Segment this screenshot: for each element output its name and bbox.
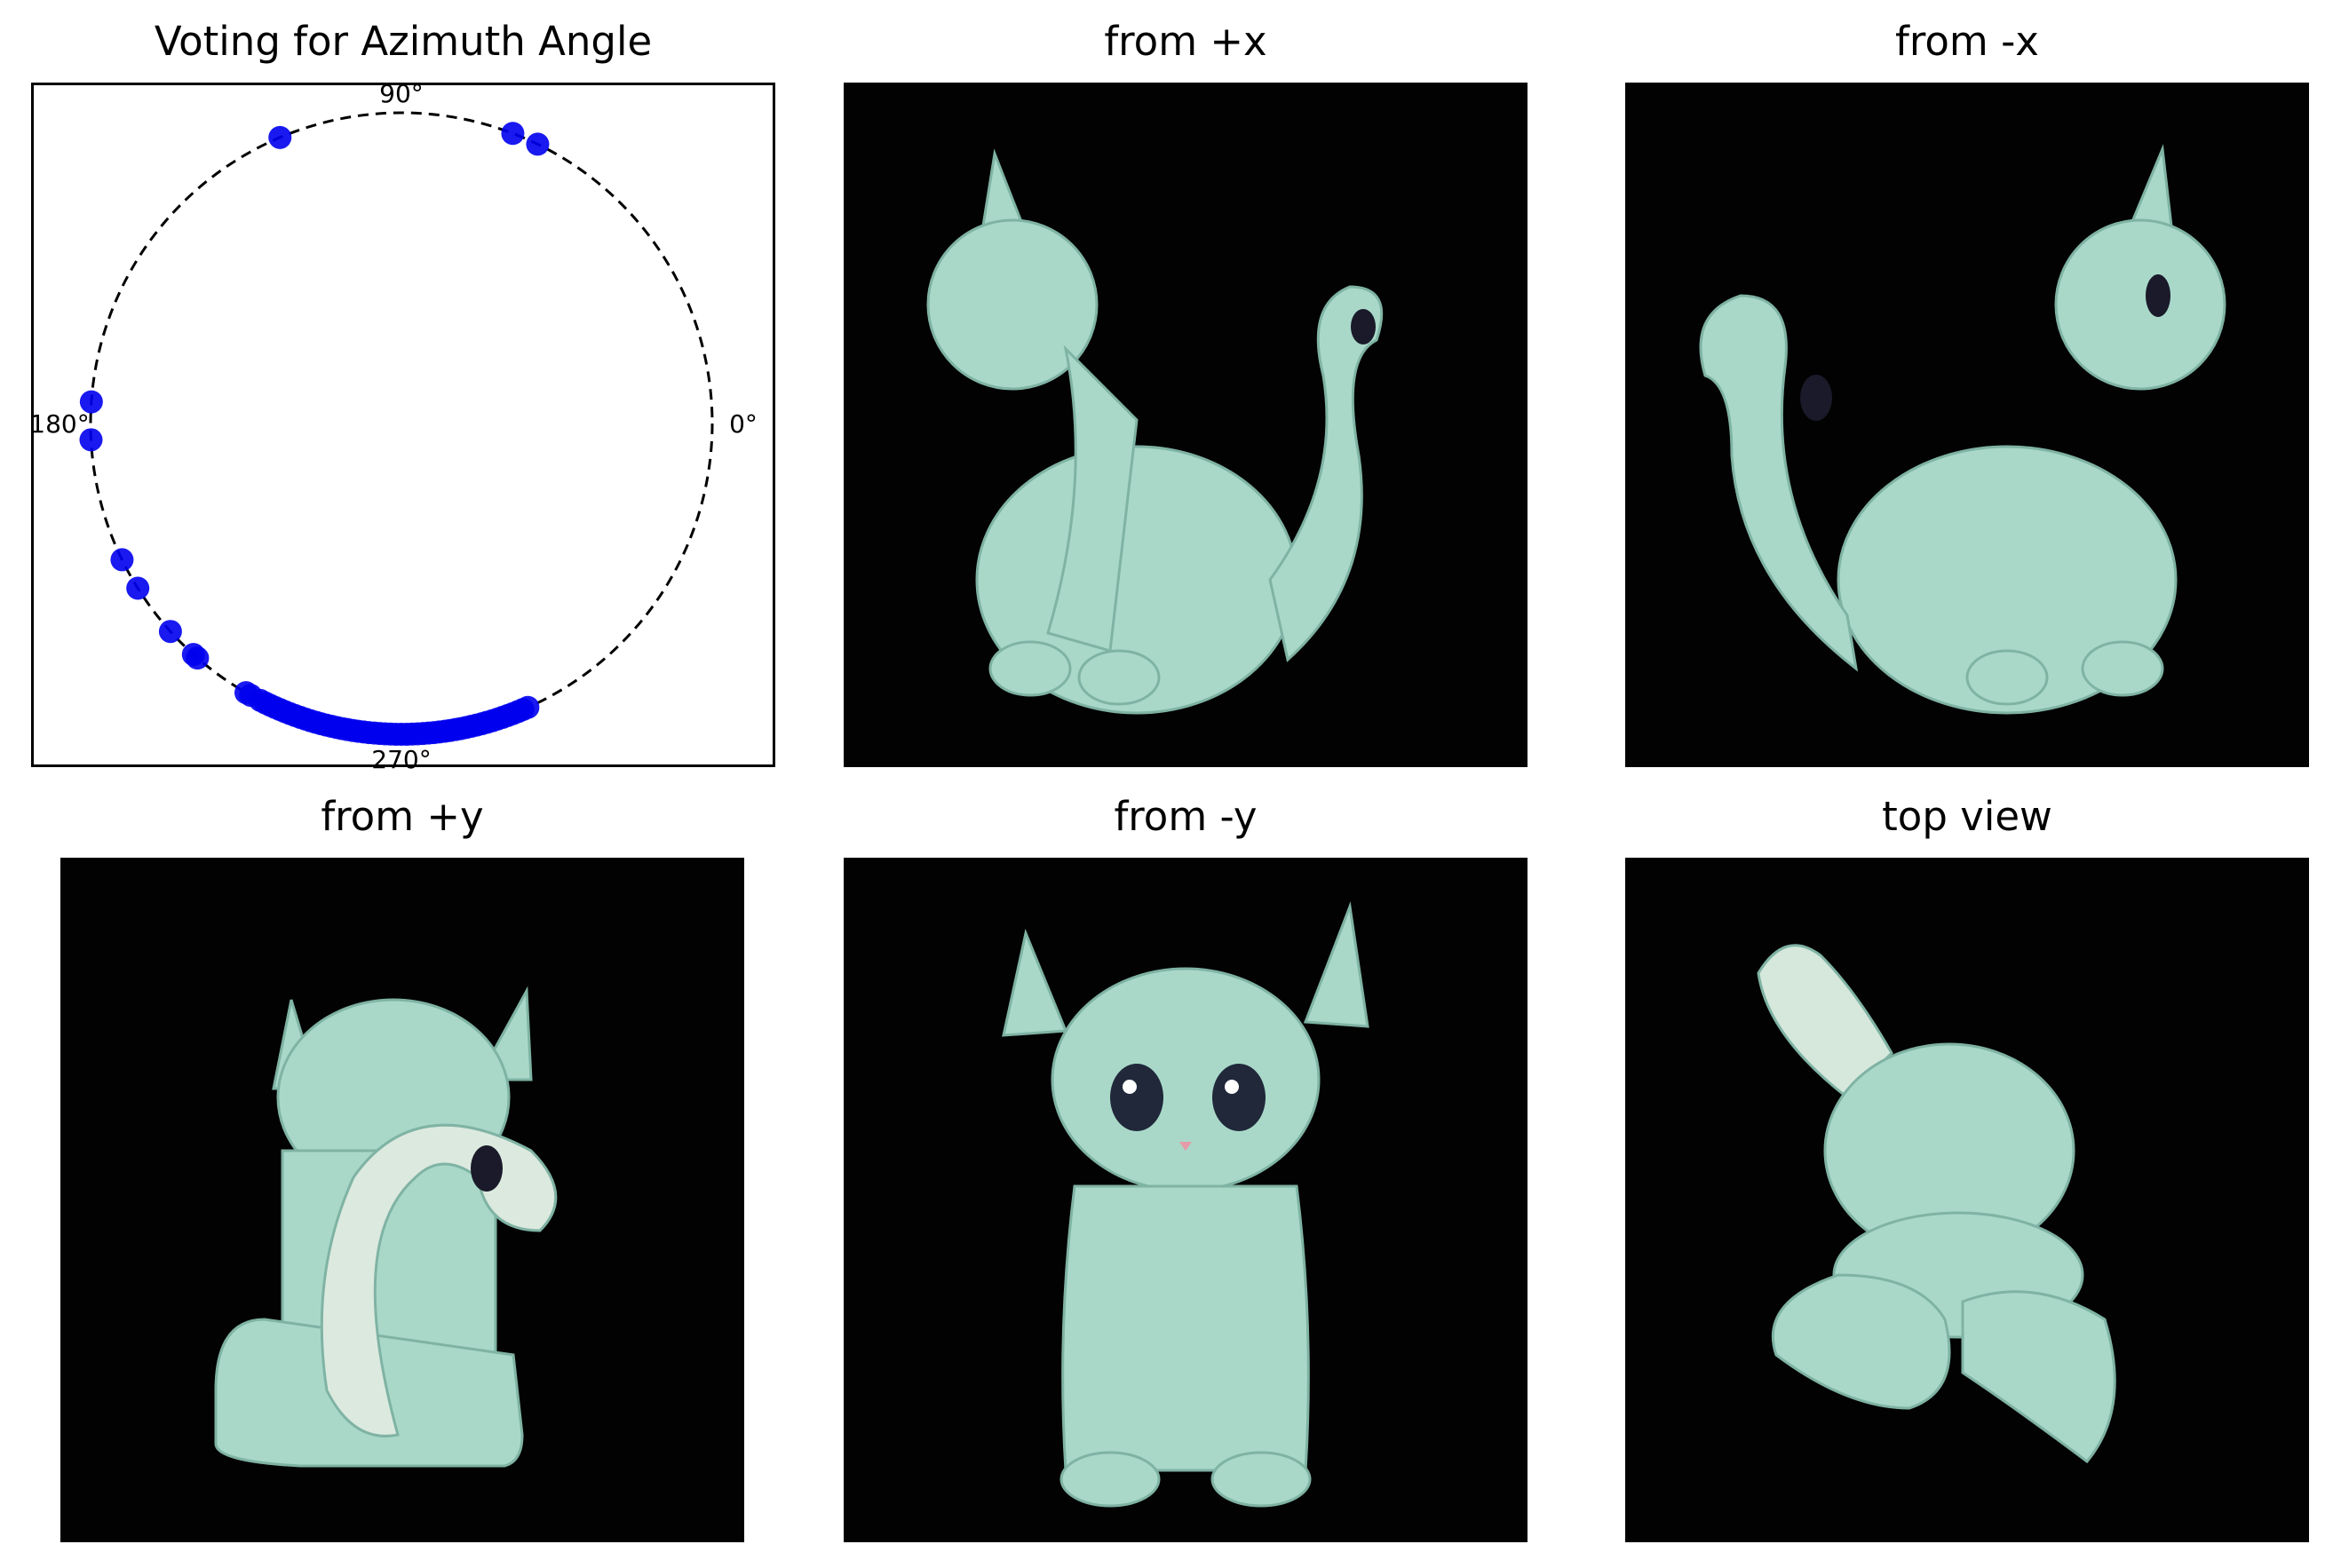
panel-title-from-minus-y: from -y — [1114, 793, 1258, 840]
panel-title-from-plus-y: from +y — [321, 793, 484, 840]
chart-title: Voting for Azimuth Angle — [154, 18, 653, 65]
cat-side-right-figure — [1699, 144, 2226, 715]
image-from-minus-y — [844, 858, 1528, 1542]
panel-title-from-plus-x: from +x — [1104, 18, 1267, 65]
cat-front-figure — [1002, 901, 1369, 1508]
image-from-plus-y — [60, 858, 744, 1542]
image-from-plus-x — [844, 83, 1528, 767]
image-top-view — [1625, 858, 2309, 1542]
polar-chart-frame — [31, 83, 775, 767]
image-from-minus-x — [1625, 83, 2309, 767]
cat-top-figure — [1757, 944, 2116, 1464]
panel-title-from-minus-x: from -x — [1895, 18, 2039, 65]
cat-side-left-figure — [926, 148, 1384, 715]
panel-title-top-view: top view — [1882, 793, 2052, 840]
cat-back-figure — [214, 986, 558, 1468]
